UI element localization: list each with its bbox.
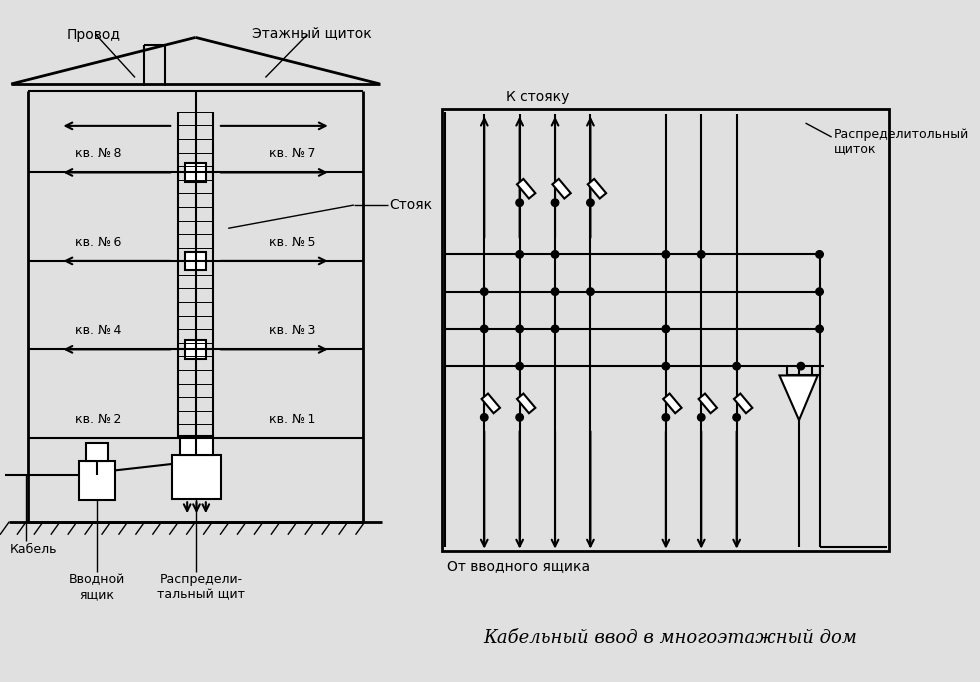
Text: кв. № 3: кв. № 3: [270, 324, 316, 338]
Polygon shape: [734, 394, 753, 413]
Text: Стояк: Стояк: [389, 198, 432, 212]
Bar: [85, 443, 108, 461]
Circle shape: [552, 325, 559, 333]
Circle shape: [515, 251, 523, 258]
Polygon shape: [517, 394, 535, 413]
Circle shape: [515, 325, 523, 333]
Polygon shape: [699, 394, 717, 413]
Circle shape: [662, 414, 669, 421]
Circle shape: [515, 362, 523, 370]
Circle shape: [698, 414, 705, 421]
Circle shape: [698, 251, 705, 258]
Circle shape: [552, 199, 559, 207]
Text: кв. № 6: кв. № 6: [74, 236, 121, 249]
Circle shape: [662, 362, 669, 370]
Text: Этажный щиток: Этажный щиток: [252, 26, 371, 40]
Circle shape: [515, 414, 523, 421]
Text: кв. № 2: кв. № 2: [74, 413, 121, 426]
Text: кв. № 8: кв. № 8: [74, 147, 122, 160]
Text: кв. № 4: кв. № 4: [74, 324, 121, 338]
Text: кв. № 5: кв. № 5: [270, 236, 316, 249]
Circle shape: [480, 288, 488, 295]
Circle shape: [587, 288, 594, 295]
Circle shape: [587, 199, 594, 207]
Text: Вводной
ящик: Вводной ящик: [69, 573, 125, 601]
Circle shape: [552, 251, 559, 258]
Polygon shape: [481, 394, 500, 413]
Text: кв. № 1: кв. № 1: [270, 413, 316, 426]
Polygon shape: [779, 376, 817, 420]
Circle shape: [480, 325, 488, 333]
Bar: [185, 340, 206, 359]
Polygon shape: [663, 394, 681, 413]
Text: От вводного ящика: От вводного ящика: [447, 559, 590, 573]
Bar: [79, 461, 115, 501]
Circle shape: [662, 251, 669, 258]
Bar: [442, 109, 890, 552]
Text: кв. № 7: кв. № 7: [270, 147, 316, 160]
Bar: [179, 436, 214, 455]
Polygon shape: [588, 179, 607, 198]
Circle shape: [515, 199, 523, 207]
Bar: [172, 455, 220, 499]
Bar: [185, 163, 206, 181]
Circle shape: [815, 325, 823, 333]
Circle shape: [797, 362, 805, 370]
Circle shape: [552, 288, 559, 295]
Text: Провод: Провод: [66, 28, 121, 42]
Text: Распределитольный
щиток: Распределитольный щиток: [834, 128, 969, 155]
Text: Кабель: Кабель: [10, 543, 57, 556]
Text: Распредели-
тальный щит: Распредели- тальный щит: [157, 573, 245, 601]
Bar: [185, 252, 206, 270]
Polygon shape: [553, 179, 570, 198]
Polygon shape: [517, 179, 535, 198]
Circle shape: [733, 362, 740, 370]
Circle shape: [662, 325, 669, 333]
Circle shape: [815, 251, 823, 258]
Text: Кабельный ввод в многоэтажный дом: Кабельный ввод в многоэтажный дом: [484, 629, 858, 647]
Circle shape: [480, 414, 488, 421]
Circle shape: [815, 288, 823, 295]
Text: К стояку: К стояку: [506, 91, 569, 104]
Circle shape: [733, 414, 740, 421]
